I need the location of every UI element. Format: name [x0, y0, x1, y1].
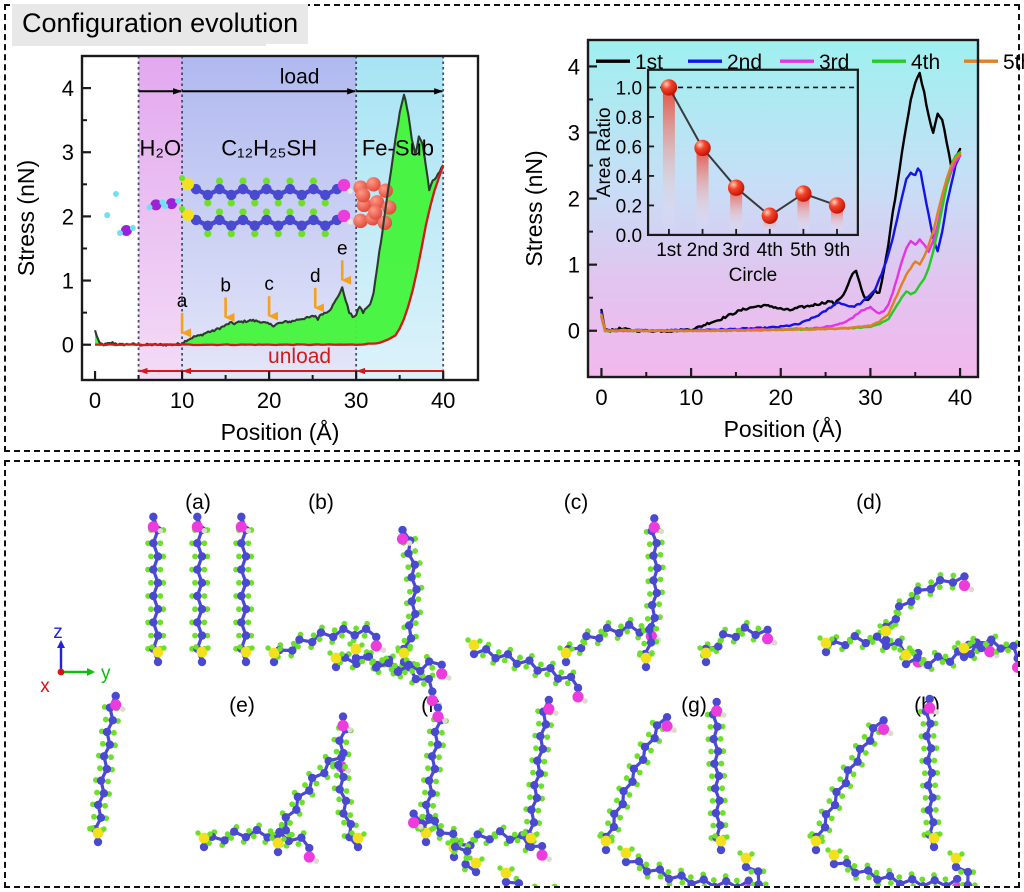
- config-snapshot-b: [265, 525, 452, 708]
- config-snapshot-h: [807, 694, 988, 892]
- config-snapshot-f: [408, 695, 573, 892]
- inset-x-tick-label: 3rd: [722, 240, 749, 261]
- x-tick-label: 0: [595, 385, 607, 410]
- configuration-evolution-panel-title: Configuration evolution: [12, 4, 309, 44]
- legend-label-3rd: 3rd: [819, 51, 849, 74]
- config-label: (a): [185, 491, 211, 514]
- inset-data-point: [694, 139, 711, 157]
- legend-label-5th: 5th: [1003, 51, 1024, 74]
- legend-label-4th: 4th: [911, 51, 940, 74]
- legend-label-1st: 1st: [635, 51, 663, 74]
- inset-x-tick-label: 5th: [790, 240, 816, 261]
- inset-data-point: [828, 197, 846, 214]
- config-label: (d): [856, 491, 882, 514]
- series-line-5th: [600, 152, 962, 333]
- y-tick-label: 0: [62, 333, 74, 358]
- config-snapshot-d: [817, 572, 1024, 675]
- inset-data-point: [761, 207, 778, 224]
- right-cycles-chart: 0.0 0.2 0.4 0.6 0.8 1.0 1st 2nd 3rd 4th 5th 9th Circ…: [512, 0, 1024, 450]
- x-tick-label: 30: [858, 385, 882, 410]
- inset-y-tick-label: 0.4: [616, 167, 643, 188]
- y-tick-label: 4: [62, 76, 74, 101]
- inset-data-point: [795, 185, 812, 202]
- x-axis-label: Position (Å): [724, 415, 843, 442]
- inset-y-tick-label: 0.2: [616, 196, 642, 217]
- curve-marker-label: e: [337, 238, 348, 259]
- x-tick-label: 30: [344, 388, 368, 413]
- axis-x-label: x: [40, 676, 50, 697]
- y-tick-label: 3: [568, 121, 580, 146]
- inset-y-axis-label: Area Ratio: [594, 107, 615, 197]
- x-tick-label: 20: [769, 385, 793, 410]
- inset-x-tick-label: 1st: [656, 240, 682, 261]
- left-stress-strain-chart: load unload H₂O C₁₂H₂₅SH Fe-Sub a b c d e 0 1 2 3 4 0 10…: [0, 0, 512, 450]
- region-label: H₂O: [140, 135, 182, 160]
- y-tick-label: 3: [62, 140, 74, 165]
- config-label: (b): [308, 491, 334, 514]
- inset-data-point: [727, 179, 745, 196]
- axis-y-label: y: [101, 663, 111, 684]
- inset-x-tick-label: 4th: [757, 240, 783, 261]
- inset-x-axis-label: Circle: [729, 265, 778, 286]
- config-label: (g): [681, 694, 707, 717]
- inset-y-tick-label: 0.8: [616, 108, 642, 129]
- x-axis-label: Position (Å): [221, 418, 340, 445]
- inset-y-tick-label: 0.6: [616, 137, 642, 158]
- axis-z-label: z: [53, 622, 63, 643]
- y-tick-label: 2: [62, 204, 74, 229]
- y-tick-label: 1: [62, 269, 74, 294]
- axes-indicator: z y x: [40, 622, 111, 697]
- inset-data-point: [660, 79, 678, 96]
- curve-marker-label: b: [220, 275, 231, 296]
- config-label: (c): [564, 491, 589, 514]
- curve-marker-label: d: [310, 266, 321, 287]
- curve-marker-label: c: [264, 274, 274, 295]
- x-tick-label: 40: [948, 385, 972, 410]
- y-tick-label: 0: [568, 319, 580, 344]
- y-axis-label: Stress (nN): [521, 150, 547, 266]
- x-tick-label: 40: [431, 388, 455, 413]
- molecule-canvas: (a)(b)(c)(d)(e)(f)(g)(h)zyx: [40, 491, 1024, 892]
- config-snapshot-a: [145, 512, 255, 667]
- x-tick-label: 20: [257, 388, 281, 413]
- y-tick-label: 2: [568, 187, 580, 212]
- legend-label-2nd: 2nd: [727, 51, 762, 74]
- inset-x-tick-label: 2nd: [687, 240, 719, 261]
- inset-x-tick-label: 9th: [824, 240, 850, 261]
- y-tick-label: 4: [568, 54, 580, 79]
- y-tick-label: 1: [568, 253, 580, 278]
- config-snapshot-g: [597, 697, 779, 892]
- region-label: Fe-Sub: [362, 135, 434, 160]
- x-tick-label: 10: [679, 385, 703, 410]
- inset-y-tick-label: 1.0: [616, 78, 642, 99]
- config-snapshot-e: [87, 691, 449, 864]
- config-label: (e): [229, 694, 255, 717]
- config-snapshot-c: [465, 514, 778, 704]
- region-label: C₁₂H₂₅SH: [221, 135, 317, 160]
- x-tick-label: 10: [170, 388, 194, 413]
- x-tick-label: 0: [89, 388, 101, 413]
- configuration-snapshots: (a)(b)(c)(d)(e)(f)(g)(h)zyx: [6, 462, 1024, 892]
- unload-arrow-label: unload: [268, 345, 331, 368]
- configuration-evolution-panel: [4, 460, 1020, 888]
- curve-marker-label: a: [177, 291, 188, 312]
- inset-y-tick-label: 0.0: [616, 226, 642, 247]
- load-arrow-label: load: [280, 65, 320, 88]
- y-axis-label: Stress (nN): [13, 160, 39, 276]
